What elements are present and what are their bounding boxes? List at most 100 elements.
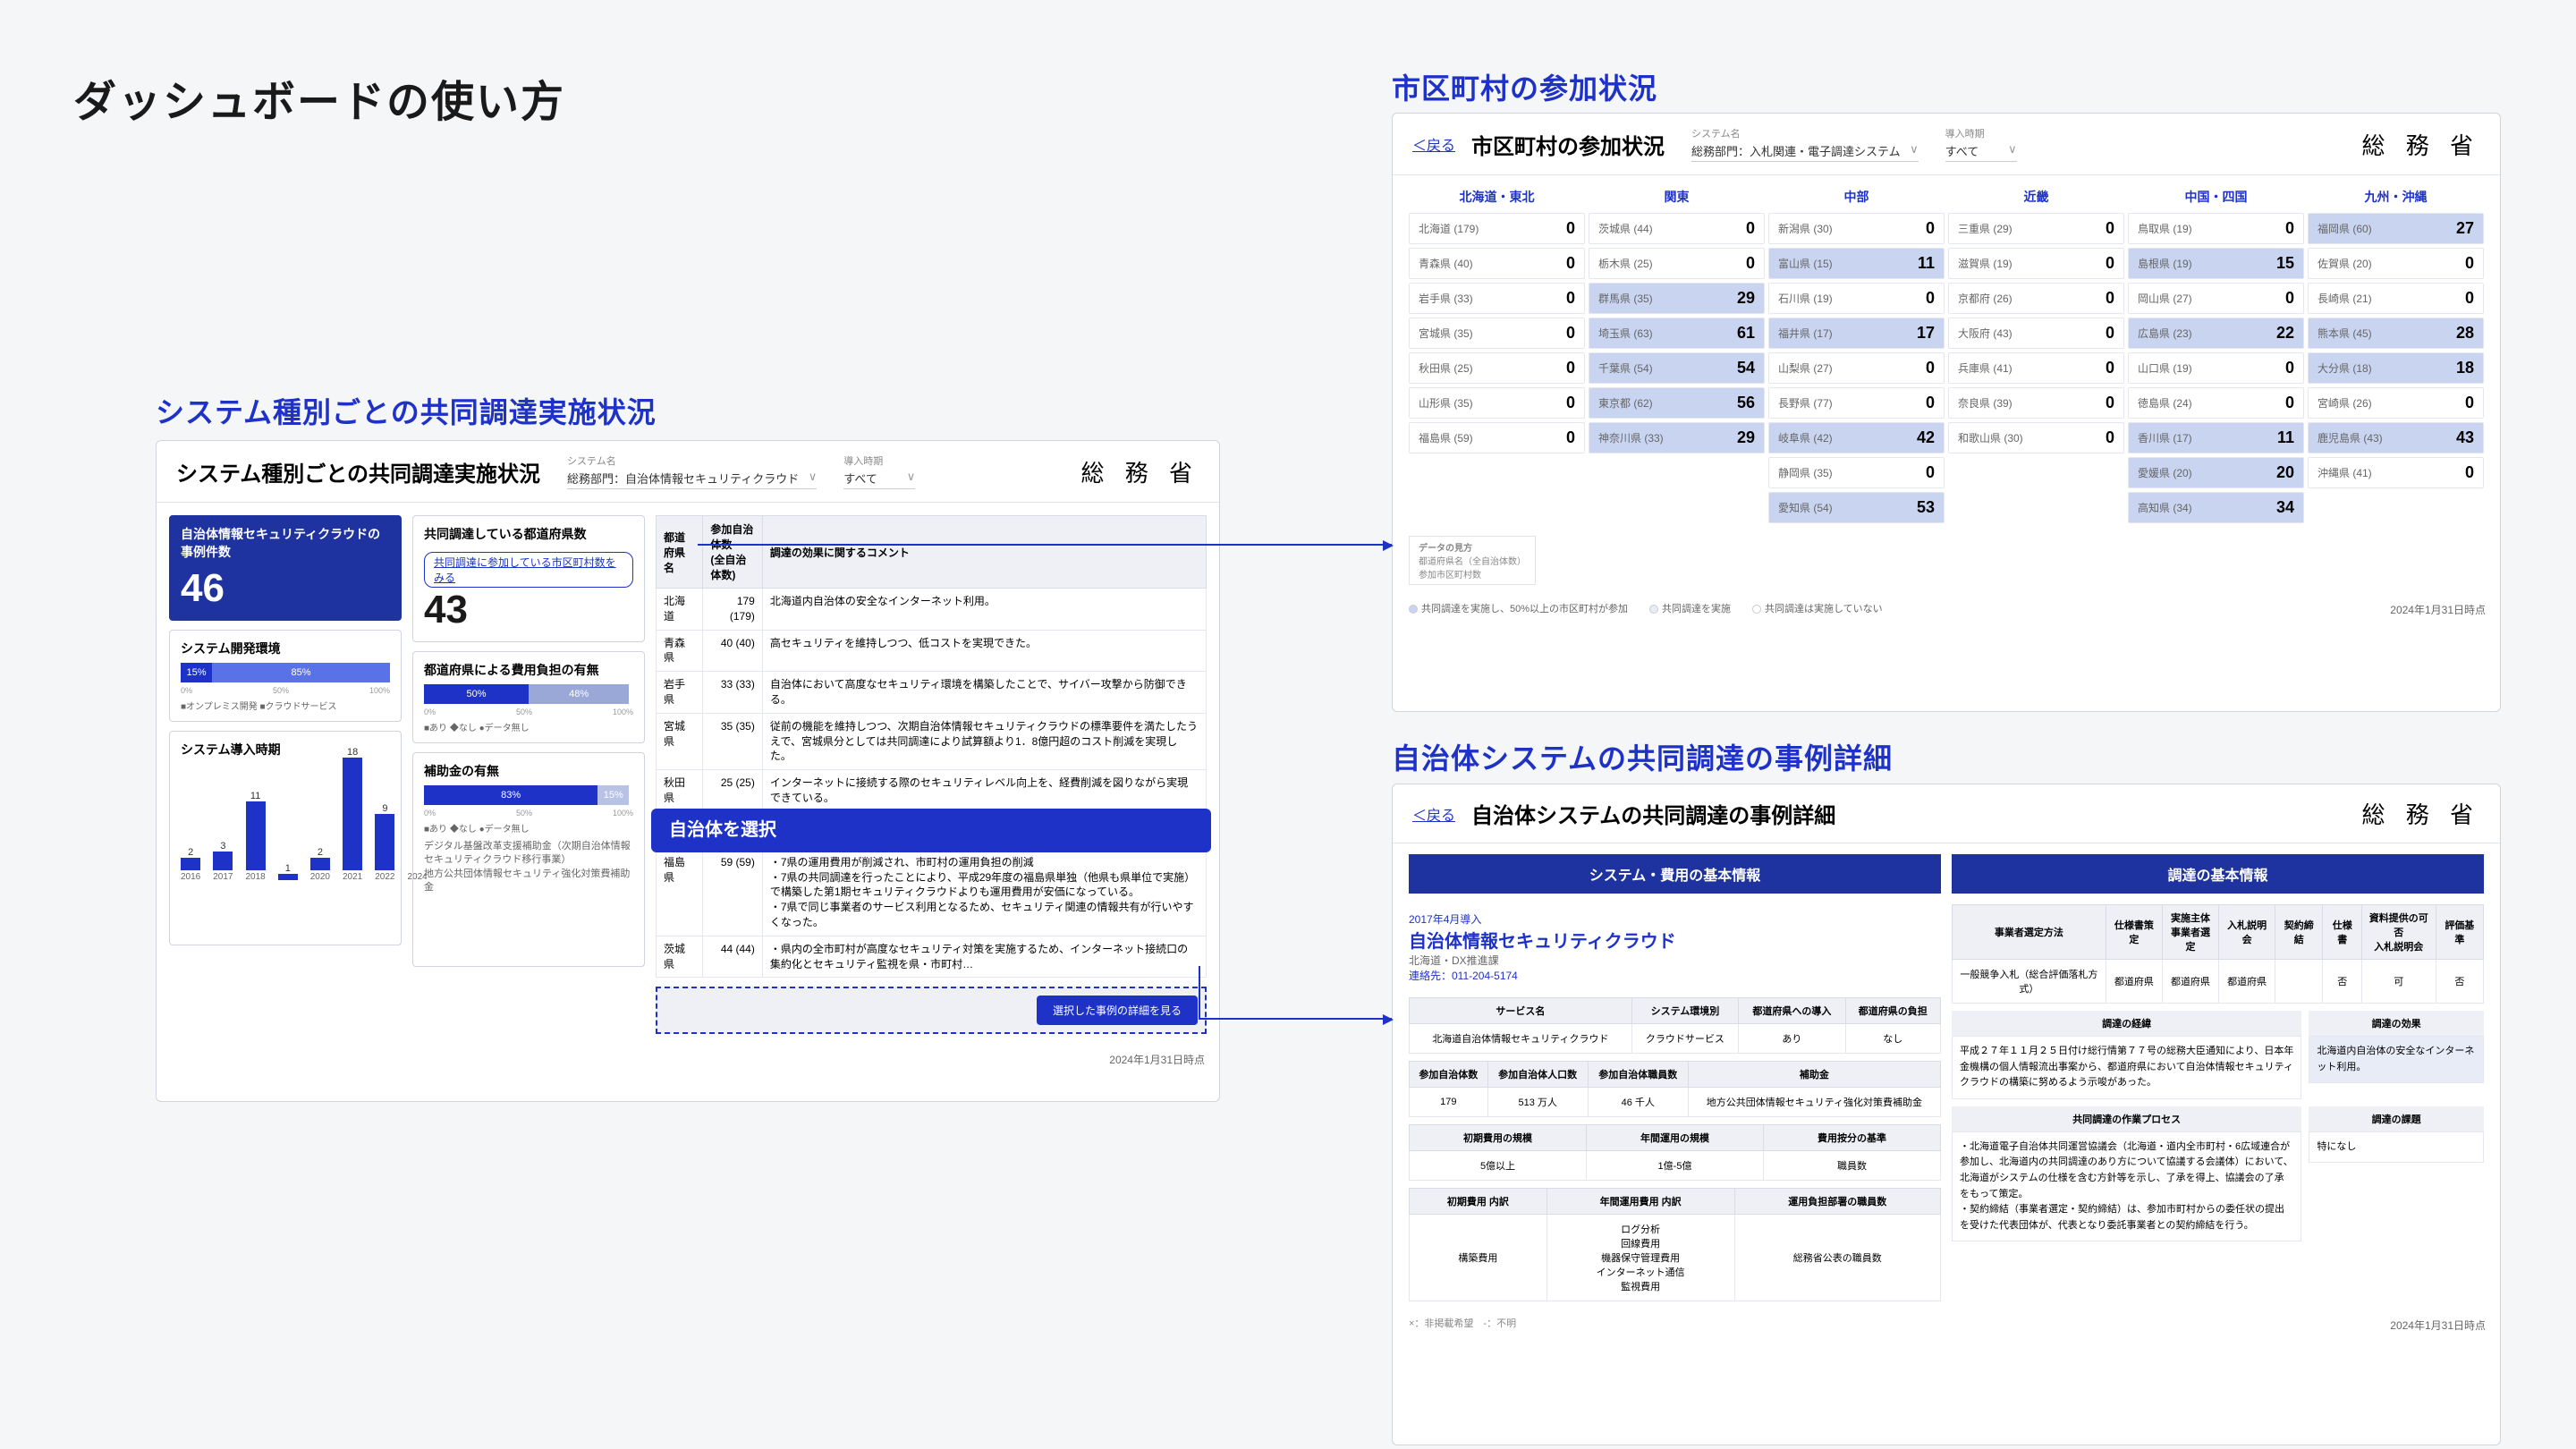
prefecture-cell[interactable]: 岐阜県 (42)42 xyxy=(1768,422,1945,453)
prefecture-cell[interactable]: 宮崎県 (26)0 xyxy=(2308,387,2484,419)
prefecture-cell[interactable]: 島根県 (19)15 xyxy=(2128,248,2304,279)
panel3-footnote: ×：非掲載希望 -：不明 xyxy=(1393,1312,1532,1338)
detail-table-1: サービス名システム環境別都道府県への導入都道府県の負担北海道自治体情報セキュリテ… xyxy=(1409,997,1941,1054)
panel-system-overview: システム種別ごとの共同調達実施状況 システム名 総務部門：自治体情報セキュリティ… xyxy=(156,440,1220,1102)
prefecture-cell[interactable]: 宮城県 (35)0 xyxy=(1409,318,1585,349)
txt-workflow-body: ・北海道電子自治体共同運営協議会（北海道・道内全市町村・6広域連合が参加し、北海… xyxy=(1952,1131,2301,1242)
panel1-timestamp: 2024年1月31日時点 xyxy=(157,1046,1219,1072)
card-subsidy-note: デジタル基盤改革支援補助金（次期自治体情報セキュリティクラウド移行事業） 地方公… xyxy=(424,840,633,895)
view-detail-button[interactable]: 選択した事例の詳細を見る xyxy=(1037,996,1198,1025)
system-intro-date: 2017年4月導入 xyxy=(1409,911,1941,927)
prefecture-cell[interactable]: 鹿児島県 (43)43 xyxy=(2308,422,2484,453)
txt-process-header: 調達の経緯 xyxy=(1952,1011,2301,1036)
table-row[interactable]: 自治体を選択 xyxy=(657,811,1207,849)
prefecture-cell[interactable]: 埼玉県 (63)61 xyxy=(1589,318,1765,349)
section3-title: 自治体システムの共同調達の事例詳細 xyxy=(1392,736,1893,777)
prefecture-cell[interactable]: 岩手県 (33)0 xyxy=(1409,283,1585,314)
prefecture-cell[interactable]: 兵庫県 (41)0 xyxy=(1948,352,2124,384)
prefecture-cell[interactable]: 滋賀県 (19)0 xyxy=(1948,248,2124,279)
prefecture-cell[interactable]: 山梨県 (27)0 xyxy=(1768,352,1945,384)
table-row[interactable]: 福島県59 (59)・7県の運用費用が削減され、市町村の運用負担の削減 ・7県の… xyxy=(657,849,1207,936)
detail-table-2: 参加自治体数参加自治体人口数参加自治体職員数補助金179513 万人46 千人地… xyxy=(1409,1061,1941,1117)
prefecture-cell[interactable]: 岡山県 (27)0 xyxy=(2128,283,2304,314)
prefecture-cell[interactable]: 沖縄県 (41)0 xyxy=(2308,457,2484,488)
card-cases: 自治体情報セキュリティクラウドの事例件数 46 xyxy=(169,515,402,621)
card-cost-title: 都道府県による費用負担の有無 xyxy=(424,661,633,679)
prefecture-cell[interactable]: 高知県 (34)34 xyxy=(2128,492,2304,523)
table-row[interactable]: 岩手県33 (33)自治体において高度なセキュリティ環境を構築したことで、サイバ… xyxy=(657,672,1207,714)
prefecture-cell[interactable]: 茨城県 (44)0 xyxy=(1589,213,1765,244)
prefecture-cell[interactable]: 徳島県 (24)0 xyxy=(2128,387,2304,419)
table-row[interactable]: 北海道179 (179)北海道内自治体の安全なインターネット利用。 xyxy=(657,589,1207,631)
arrow-to-detail-v xyxy=(1199,966,1200,1018)
prefecture-cell[interactable]: 和歌山県 (30)0 xyxy=(1948,422,2124,453)
row-selection-overlay[interactable]: 自治体を選択 xyxy=(651,809,1211,852)
view-municipalities-link[interactable]: 共同調達に参加している市区町村数をみる xyxy=(424,552,633,588)
filter2-period-label: 導入時期 xyxy=(1945,126,2017,140)
filter-period-select[interactable]: すべて xyxy=(843,468,915,489)
prefecture-cell[interactable]: 奈良県 (39)0 xyxy=(1948,387,2124,419)
back-link-3[interactable]: ＜戻る xyxy=(1412,803,1455,825)
table-row[interactable]: 宮城県35 (35)従前の機能を維持しつつ、次期自治体情報セキュリティクラウドの… xyxy=(657,713,1207,769)
prefecture-cell[interactable]: 神奈川県 (33)29 xyxy=(1589,422,1765,453)
card-prefectures: 共同調達している都道府県数 共同調達に参加している市区町村数をみる 43 xyxy=(412,515,645,642)
prefecture-cell[interactable]: 長崎県 (21)0 xyxy=(2308,283,2484,314)
prefecture-table: 都道府県名参加自治体数 (全自治体数)調達の効果に関するコメント 北海道179 … xyxy=(656,515,1207,978)
prefecture-cell[interactable]: 山口県 (19)0 xyxy=(2128,352,2304,384)
prefecture-cell[interactable]: 広島県 (23)22 xyxy=(2128,318,2304,349)
table-row[interactable]: 青森県40 (40)高セキュリティを維持しつつ、低コストを実現できた。 xyxy=(657,630,1207,672)
prefecture-cell[interactable]: 熊本県 (45)28 xyxy=(2308,318,2484,349)
prefecture-cell[interactable]: 北海道 (179)0 xyxy=(1409,213,1585,244)
prefecture-cell[interactable]: 福岡県 (60)27 xyxy=(2308,213,2484,244)
prefecture-cell[interactable]: 秋田県 (25)0 xyxy=(1409,352,1585,384)
prefecture-cell[interactable]: 福島県 (59)0 xyxy=(1409,422,1585,453)
prefecture-cell[interactable]: 愛知県 (54)53 xyxy=(1768,492,1945,523)
panel-participation-map: ＜戻る 市区町村の参加状況 システム名 総務部門：入札関連・電子調達システム 導… xyxy=(1392,113,2501,712)
prefecture-cell[interactable]: 群馬県 (35)29 xyxy=(1589,283,1765,314)
panel2-title: 市区町村の参加状況 xyxy=(1471,129,1665,160)
prefecture-cell[interactable]: 愛媛県 (20)20 xyxy=(2128,457,2304,488)
prefecture-cell[interactable]: 東京都 (62)56 xyxy=(1589,387,1765,419)
prefecture-cell[interactable]: 新潟県 (30)0 xyxy=(1768,213,1945,244)
card-prefs-title: 共同調達している都道府県数 xyxy=(424,525,633,543)
prefecture-cell[interactable]: 佐賀県 (20)0 xyxy=(2308,248,2484,279)
prefecture-cell[interactable]: 石川県 (19)0 xyxy=(1768,283,1945,314)
prefecture-cell[interactable]: 香川県 (17)11 xyxy=(2128,422,2304,453)
panel2-timestamp: 2024年1月31日時点 xyxy=(2376,597,2500,623)
panel1-title: システム種別ごとの共同調達実施状況 xyxy=(176,456,540,487)
filter2-system-select[interactable]: 総務部門：入札関連・電子調達システム xyxy=(1691,140,1919,162)
prefecture-cell[interactable]: 青森県 (40)0 xyxy=(1409,248,1585,279)
prefecture-cell[interactable]: 鳥取県 (19)0 xyxy=(2128,213,2304,244)
prefecture-cell[interactable]: 福井県 (17)17 xyxy=(1768,318,1945,349)
card-year: システム導入時期 2201632017112018122020182021920… xyxy=(169,731,402,945)
prefecture-cell[interactable]: 静岡県 (35)0 xyxy=(1768,457,1945,488)
prefecture-cell[interactable]: 大阪府 (43)0 xyxy=(1948,318,2124,349)
banner-system-info: システム・費用の基本情報 xyxy=(1409,854,1941,894)
prefecture-cell[interactable]: 山形県 (35)0 xyxy=(1409,387,1585,419)
filter2-system-label: システム名 xyxy=(1691,126,1919,140)
table-row[interactable]: 秋田県25 (25)インターネットに接続する際のセキュリティレベル向上を、経費削… xyxy=(657,770,1207,812)
panel3-title: 自治体システムの共同調達の事例詳細 xyxy=(1471,798,1835,829)
card-subsidy: 補助金の有無 83%15% 0%50%100% ■あり ◆なし ●データ無し デ… xyxy=(412,752,645,967)
txt-effect-body: 北海道内自治体の安全なインターネット利用。 xyxy=(2309,1036,2484,1083)
prefecture-cell[interactable]: 三重県 (29)0 xyxy=(1948,213,2124,244)
filter2-period-select[interactable]: すべて xyxy=(1945,140,2017,162)
prefecture-cell[interactable]: 大分県 (18)18 xyxy=(2308,352,2484,384)
card-cost-legend: ■あり ◆なし ●データ無し xyxy=(424,720,633,733)
map-data-note: データの見方 都道府県名（全自治体数） 参加市区町村数 xyxy=(1409,536,1536,585)
prefecture-cell[interactable]: 千葉県 (54)54 xyxy=(1589,352,1765,384)
prefecture-cell[interactable]: 栃木県 (25)0 xyxy=(1589,248,1765,279)
prefecture-cell[interactable]: 京都府 (26)0 xyxy=(1948,283,2124,314)
prefecture-cell[interactable]: 富山県 (15)11 xyxy=(1768,248,1945,279)
card-env-legend: ■オンプレミス開発 ■クラウドサービス xyxy=(181,699,390,712)
detail-table-3: 初期費用の規模年間運用の規模費用按分の基準5億以上1億-5億職員数 xyxy=(1409,1124,1941,1181)
card-cost-burden: 都道府県による費用負担の有無 50%48% 0%50%100% ■あり ◆なし … xyxy=(412,651,645,743)
detail-table-4: 初期費用 内訳年間運用費用 内訳運用負担部署の職員数構築費用ログ分析 回線費用 … xyxy=(1409,1188,1941,1301)
card-prefs-value: 43 xyxy=(424,588,633,632)
filter-system-select[interactable]: 総務部門：自治体情報セキュリティクラウド xyxy=(567,468,817,489)
table-row[interactable]: 茨城県44 (44)・県内の全市町村が高度なセキュリティ対策を実施するため、イン… xyxy=(657,936,1207,978)
prefecture-cell[interactable]: 長野県 (77)0 xyxy=(1768,387,1945,419)
back-link[interactable]: ＜戻る xyxy=(1412,133,1455,155)
ministry-label-2: 総 務 省 xyxy=(2362,128,2480,161)
card-environment: システム開発環境 15%85% 0%50%100% ■オンプレミス開発 ■クラウ… xyxy=(169,630,402,722)
